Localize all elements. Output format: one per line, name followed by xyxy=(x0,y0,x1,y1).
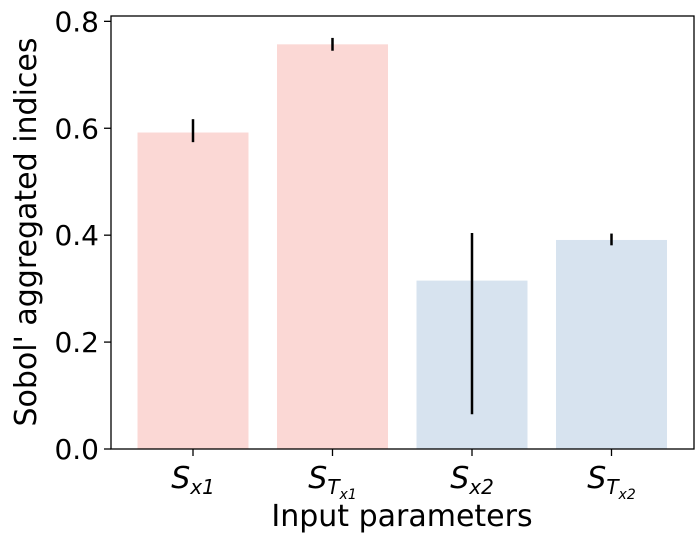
x-tick-label-4: STx2 xyxy=(587,461,636,503)
y-tick-label-2: 0.2 xyxy=(54,326,99,359)
x-tick-label-1: Sx1 xyxy=(171,461,215,499)
y-axis-label: Sobol' aggregated indices xyxy=(9,37,44,426)
bar-4 xyxy=(556,239,667,449)
error-bars-layer xyxy=(191,37,613,415)
x-tick-label-2: STx1 xyxy=(308,461,356,503)
y-tick-label-4: 0.6 xyxy=(54,112,99,145)
plot-frame xyxy=(110,15,695,450)
y-axis-ticks: 0.0 0.2 0.4 0.6 0.8 xyxy=(54,5,111,466)
bar-2 xyxy=(277,44,388,450)
x-axis-label: Input parameters xyxy=(271,499,532,534)
bar-1 xyxy=(137,132,249,449)
y-tick-label-5: 0.8 xyxy=(54,5,99,38)
bars-layer xyxy=(137,44,667,450)
x-axis-ticks: Sx1 STx1 Sx2 STx2 xyxy=(171,449,636,503)
x-tick-label-3: Sx2 xyxy=(450,461,494,499)
y-tick-label-3: 0.4 xyxy=(54,219,99,252)
y-tick-label-1: 0.0 xyxy=(54,433,99,466)
